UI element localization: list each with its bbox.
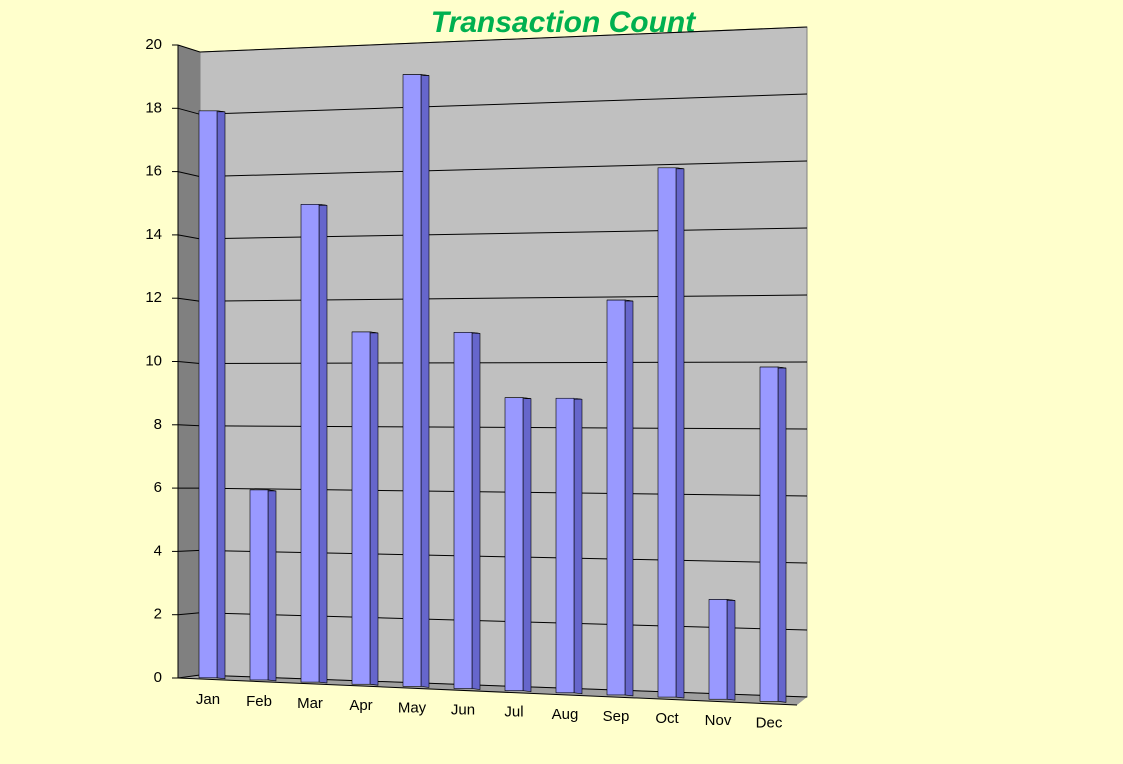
y-tick-label: 0 xyxy=(154,669,162,686)
bar-side xyxy=(573,397,583,695)
x-tick-label: Nov xyxy=(705,712,732,729)
bar-side xyxy=(420,74,430,688)
bar-side xyxy=(777,366,787,703)
bar xyxy=(249,489,269,681)
bar-side xyxy=(267,489,277,682)
bar-side xyxy=(471,332,481,690)
y-tick-label: 18 xyxy=(145,99,162,116)
bar xyxy=(708,599,728,700)
side-wall xyxy=(178,45,200,678)
x-tick-label: Sep xyxy=(603,708,630,725)
grid-line xyxy=(177,549,201,552)
bar xyxy=(657,167,677,698)
bar-side xyxy=(726,599,736,701)
bar xyxy=(402,74,422,687)
y-tick-label: 6 xyxy=(154,479,162,496)
x-tick-label: Dec xyxy=(756,714,783,731)
bar xyxy=(198,110,218,679)
bars: Jan Feb Mar Apr May Jun Jul Aug Sep Oct Nov Dec xyxy=(196,74,787,731)
chart-title: Transaction Count xyxy=(431,6,697,39)
x-axis xyxy=(177,677,798,706)
floor xyxy=(178,675,807,705)
grid-line xyxy=(177,424,201,427)
x-tick-label: Mar xyxy=(297,695,323,712)
y-tick-label: 2 xyxy=(154,606,162,623)
bar xyxy=(606,299,626,696)
grid-line xyxy=(177,107,201,115)
grid-line xyxy=(177,171,201,178)
y-tick-label: 4 xyxy=(154,542,162,559)
grid-line xyxy=(177,44,201,53)
grid-line xyxy=(177,297,201,302)
y-tick-label: 16 xyxy=(145,163,162,180)
bar-side xyxy=(675,167,685,699)
y-tick-label: 8 xyxy=(154,416,162,433)
x-tick-label: Feb xyxy=(246,693,272,710)
bar xyxy=(453,332,473,689)
grid-line xyxy=(177,361,201,364)
x-tick-label: Oct xyxy=(655,710,679,727)
bar xyxy=(351,331,371,685)
bar-side xyxy=(624,299,634,697)
y-tick-label: 10 xyxy=(145,352,162,369)
x-tick-label: Aug xyxy=(552,706,579,723)
bar xyxy=(759,366,779,702)
x-tick-label: Apr xyxy=(349,697,372,714)
bar-side xyxy=(369,331,379,686)
y-tick-label: 14 xyxy=(145,226,162,243)
grid-line xyxy=(199,160,808,178)
grid-line xyxy=(199,26,808,53)
x-tick-label: Jan xyxy=(196,691,220,708)
grid-line xyxy=(199,93,808,115)
x-tick-label: May xyxy=(398,699,427,716)
bar xyxy=(300,204,320,683)
y-tick-label: 20 xyxy=(145,36,162,53)
y-tick-label: 12 xyxy=(145,289,162,306)
x-tick-label: Jun xyxy=(451,701,475,718)
grid-line xyxy=(177,234,201,240)
bar xyxy=(504,397,524,691)
bar-side xyxy=(216,110,226,680)
grid-line xyxy=(177,674,201,679)
bar-side xyxy=(318,204,328,684)
bar xyxy=(555,397,575,694)
x-tick-label: Jul xyxy=(504,704,523,721)
grid-line xyxy=(177,612,201,616)
bar-side xyxy=(522,397,532,692)
